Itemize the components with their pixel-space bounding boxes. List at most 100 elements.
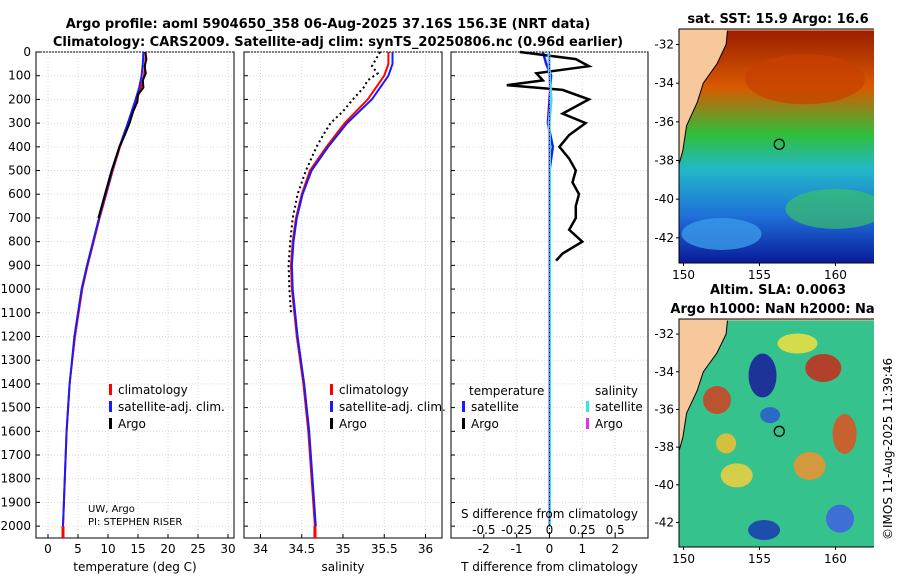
temperature-ytick-label: 1700	[0, 448, 31, 462]
temperature-ytick-label: 900	[8, 258, 31, 272]
sla-map-subtitle: Argo h1000: NaN h2000: NaN	[670, 302, 874, 317]
temperature-panel: 0 5 10 15 20 25 300100200300400500600700800900…	[0, 45, 235, 574]
sst-warm-core	[745, 54, 866, 105]
difference-salinity-legend-label: satellite	[595, 400, 643, 414]
temperature-xtick-label: 5	[74, 542, 82, 556]
sla_map-xtick-label: 150	[672, 552, 695, 566]
salinity-xtick-label: 36	[418, 542, 433, 556]
temperature-ytick-label: 1600	[0, 424, 31, 438]
temperature-legend-swatch	[109, 418, 112, 429]
salinity-xlabel: salinity	[321, 560, 364, 574]
temperature-ytick-label: 200	[8, 92, 31, 106]
salinity-xtick-label: 35	[335, 542, 350, 556]
sst_map-ytick-label: -36	[654, 115, 674, 129]
difference-top-tick-label: 0.5	[606, 523, 625, 537]
sst_map-xtick-label: 150	[672, 268, 695, 282]
salinity-xtick-label: 34	[253, 542, 268, 556]
difference-salinity-legend-swatch	[586, 401, 589, 412]
salinity-legend-swatch	[330, 418, 333, 429]
salinity-series-argo	[287, 51, 381, 313]
temperature-ytick-label: 1000	[0, 282, 31, 296]
difference-salinity-legend-swatch	[586, 418, 589, 429]
temperature-clim-end-marker	[61, 526, 65, 538]
temperature-xtick-label: 0	[44, 542, 52, 556]
sst_map-ytick-label: -40	[654, 192, 674, 206]
sla_map-ytick-label: -40	[654, 478, 674, 492]
temperature-ytick-label: 0	[23, 45, 31, 59]
temperature-legend-label: satellite-adj. clim.	[118, 400, 225, 414]
sla_map-float-marker	[773, 425, 785, 437]
difference-xtick-label: 1	[579, 542, 587, 556]
sst-cool-patch	[681, 217, 762, 250]
sla-anomaly-blob	[760, 407, 781, 424]
sla-anomaly-blob	[748, 353, 777, 398]
sst_map-body	[679, 29, 874, 263]
figure-title-line1: Argo profile: aoml 5904650_358 06-Aug-20…	[66, 17, 591, 32]
temperature-ytick-label: 1300	[0, 353, 31, 367]
sla_map-ytick-label: -34	[654, 365, 674, 379]
salinity-xtick-label: 35.5	[371, 542, 398, 556]
temperature-ytick-label: 1900	[0, 495, 31, 509]
sst_map-ytick-label: -34	[654, 76, 674, 90]
salinity-legend-swatch	[330, 384, 333, 395]
difference-series-t-argo	[506, 50, 593, 262]
difference-legend-title-salinity: salinity	[595, 384, 638, 398]
salinity-legend-label: climatology	[339, 383, 409, 397]
sla-anomaly-blob	[777, 333, 818, 354]
sst_map-xtick-label: 155	[748, 268, 771, 282]
sst_map-frame	[678, 28, 874, 264]
difference-legend-title-temperature: temperature	[469, 384, 544, 398]
difference-temperature-legend-swatch	[462, 418, 465, 429]
sla-anomaly-blob	[716, 433, 737, 454]
stamp-svg: ©IMOS 11-Aug-2025 11:39:46	[881, 358, 895, 540]
sst-map-title: sat. SST: 15.9 Argo: 16.6	[687, 12, 868, 27]
temperature-ytick-label: 500	[8, 164, 31, 178]
pi-text: PI: STEPHEN RISER	[88, 517, 182, 528]
difference-top-tick-label: 0.25	[569, 523, 596, 537]
difference-xtick-label: 2	[611, 542, 619, 556]
difference-salinity-legend-label: Argo	[595, 417, 623, 431]
temperature-ytick-label: 1200	[0, 329, 31, 343]
temperature-legend-label: Argo	[118, 417, 146, 431]
temperature-xtick-label: 15	[130, 542, 145, 556]
difference-temperature-legend-label: satellite	[471, 400, 519, 414]
sla-anomaly-blob	[720, 463, 753, 488]
sla-map-title: Altim. SLA: 0.0063	[710, 283, 846, 298]
sst_map-float-marker	[773, 138, 785, 150]
temperature-ytick-label: 1400	[0, 377, 31, 391]
sla_map-ytick-label: -32	[654, 327, 674, 341]
sla_map-frame	[678, 318, 874, 548]
temperature-series-argo	[97, 51, 148, 219]
temperature-ytick-label: 300	[8, 116, 31, 130]
sst_map-ytick-label: -42	[654, 231, 674, 245]
temperature-legend-label: climatology	[118, 383, 188, 397]
temperature-ytick-label: 700	[8, 211, 31, 225]
sla_map-xtick-label: 155	[748, 552, 771, 566]
temperature-xtick-label: 25	[190, 542, 205, 556]
sla-anomaly-blob	[793, 451, 826, 480]
sst-map-panel: sat. SST: 15.9 Argo: 16.6 150 155 160 -32 -34…	[654, 12, 874, 282]
difference-xlabel: T difference from climatology	[460, 560, 638, 574]
temperature-legend-swatch	[109, 384, 112, 395]
stamp-container: ©IMOS 11-Aug-2025 11:39:46	[874, 300, 900, 540]
temperature-ytick-label: 600	[8, 187, 31, 201]
salinity-series-satellite-adj-clim-	[290, 52, 394, 527]
sla-anomaly-blob	[826, 504, 855, 533]
temperature-legend-swatch	[109, 401, 112, 412]
imos-stamp: ©IMOS 11-Aug-2025 11:39:46	[881, 358, 895, 540]
salinity-legend-label: Argo	[339, 417, 367, 431]
sst_map-ytick-label: -38	[654, 154, 674, 168]
difference-top-tick-label: 0	[546, 523, 554, 537]
credit-text: UW, Argo	[88, 504, 135, 515]
figure-canvas: Argo profile: aoml 5904650_358 06-Aug-20…	[0, 12, 874, 574]
difference-xtick-label: 0	[546, 542, 554, 556]
salinity-panel: 34 34.5 35 35.5 36 salinity climatology satelli…	[243, 51, 446, 574]
temperature-ytick-label: 800	[8, 235, 31, 249]
sst-mid-patch	[785, 188, 874, 229]
sla-anomaly-blob	[805, 353, 842, 382]
difference-top-tick-label: -0.5	[472, 523, 495, 537]
temperature-xtick-label: 20	[160, 542, 175, 556]
sla_map-ytick-label: -38	[654, 440, 674, 454]
difference-xtick-label: -2	[478, 542, 490, 556]
temperature-ytick-label: 1500	[0, 401, 31, 415]
